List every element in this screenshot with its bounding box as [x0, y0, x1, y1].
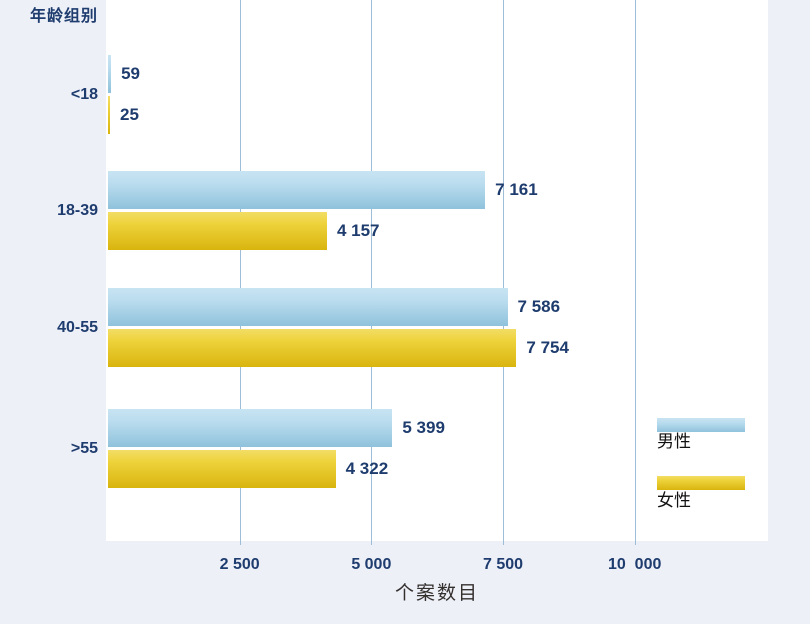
- value-label: 7 586: [517, 297, 561, 316]
- chart-title: 年龄组别: [29, 8, 98, 25]
- male-bar: [108, 171, 486, 209]
- category-label: >55: [70, 440, 98, 457]
- category-label: <18: [70, 86, 98, 103]
- gridline: [634, 0, 636, 545]
- x-tick-label: 7 500: [482, 556, 524, 573]
- legend-swatch-male: [657, 418, 745, 432]
- gridline: [503, 0, 505, 545]
- gridline: [239, 0, 241, 545]
- x-tick-label: 5 000: [351, 556, 392, 573]
- value-label: 59: [121, 64, 141, 83]
- female-bar: [108, 329, 517, 367]
- gridline: [371, 0, 373, 545]
- value-label: 4 157: [336, 221, 380, 240]
- value-label: 4 322: [345, 459, 389, 478]
- category-label: 40-55: [57, 319, 98, 336]
- value-label: 25: [120, 105, 139, 124]
- female-bar: [108, 450, 336, 488]
- plot-area: 59 25 7 161 4 157 7 586 7 754 5 399 4 322: [106, 0, 768, 545]
- legend-swatch-female: [657, 476, 745, 490]
- value-label: 5 399: [402, 418, 445, 437]
- female-bar: [108, 212, 327, 250]
- male-bar: [108, 288, 508, 326]
- male-bar: [108, 409, 393, 447]
- legend-label-male: 男性: [657, 432, 691, 451]
- legend-label-female: 女性: [657, 491, 691, 510]
- category-label: 18-39: [57, 202, 98, 219]
- male-bar: [108, 55, 112, 93]
- x-axis-title: 个案数目: [394, 583, 479, 604]
- x-tick-label: 2 500: [219, 556, 260, 573]
- value-label: 7 754: [526, 338, 569, 357]
- value-label: 7 161: [495, 180, 538, 199]
- female-bar: [108, 96, 110, 134]
- x-tick-label: 10 000: [607, 556, 662, 573]
